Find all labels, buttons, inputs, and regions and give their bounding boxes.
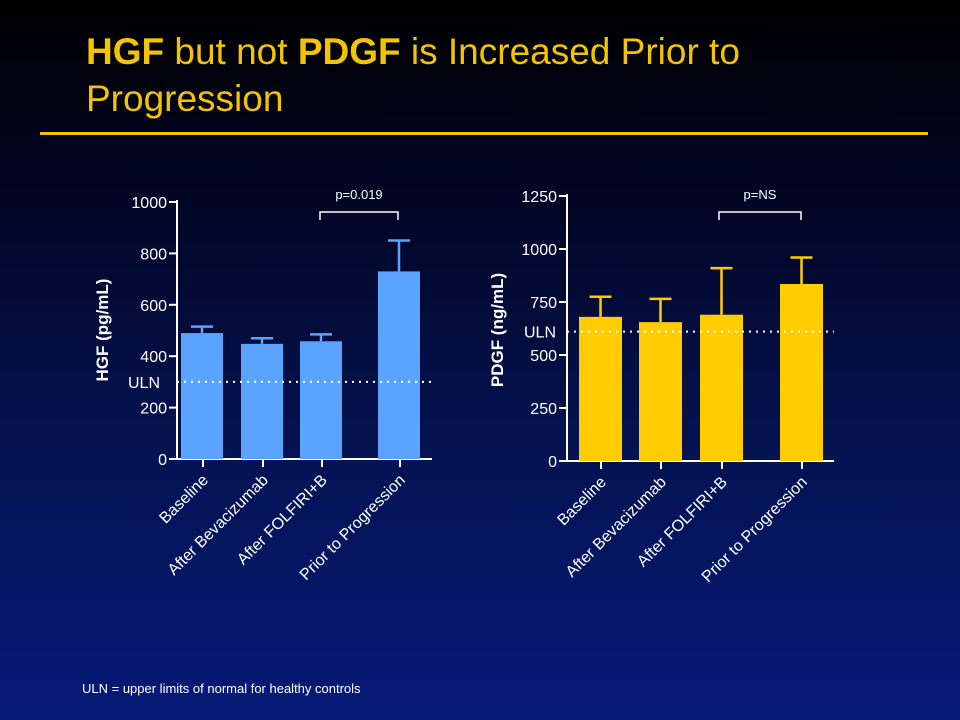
pdgf-uln-label: ULN — [524, 325, 556, 342]
title-rule — [40, 132, 928, 135]
pdgf-y-tick-label: 0 — [548, 454, 557, 471]
pdgf-p-value: p=NS — [744, 187, 777, 202]
hgf-uln-label: ULN — [128, 375, 160, 392]
pdgf-y-tick-label: 1250 — [521, 189, 557, 206]
footnote: ULN = upper limits of normal for healthy… — [82, 681, 361, 696]
hgf-significance-bracket — [319, 211, 399, 220]
hgf-p-value: p=0.019 — [335, 187, 382, 202]
pdgf-bar — [780, 283, 823, 461]
pdgf-y-tick-label: 250 — [530, 401, 557, 418]
pdgf-y-tick-label: 750 — [530, 295, 557, 312]
pdgf-significance-bracket — [718, 211, 802, 220]
hgf-bar — [241, 343, 283, 459]
hgf-y-tick-label: 0 — [158, 452, 167, 469]
pdgf-y-tick-label: 1000 — [521, 242, 557, 259]
hgf-bar — [300, 341, 342, 459]
pdgf-y-axis-label: PDGF (ng/mL) — [488, 273, 507, 387]
title-part: is Increased Prior to Progression — [86, 31, 740, 119]
title-part: PDGF — [297, 31, 401, 72]
hgf-y-tick-label: 600 — [140, 298, 167, 315]
title-part: HGF — [86, 31, 165, 72]
pdgf-x-tick-label: After Bevacizumab — [563, 474, 670, 581]
hgf-bar — [181, 333, 223, 459]
pdgf-bar — [579, 316, 622, 461]
pdgf-x-tick-label: Baseline — [554, 474, 609, 529]
title-part: but not — [164, 31, 298, 72]
slide-title: HGF but not PDGF is Increased Prior to P… — [86, 28, 926, 122]
pdgf-bar — [639, 322, 682, 461]
hgf-y-tick-label: 400 — [140, 349, 167, 366]
hgf-y-tick-label: 800 — [140, 246, 167, 263]
hgf-y-tick-label: 1000 — [131, 195, 167, 212]
hgf-y-tick-label: 200 — [140, 401, 167, 418]
pdgf-bar — [700, 314, 743, 461]
hgf-bar — [378, 271, 420, 459]
pdgf-y-tick-label: 500 — [530, 348, 557, 365]
hgf-y-axis-label: HGF (pg/mL) — [93, 279, 112, 382]
